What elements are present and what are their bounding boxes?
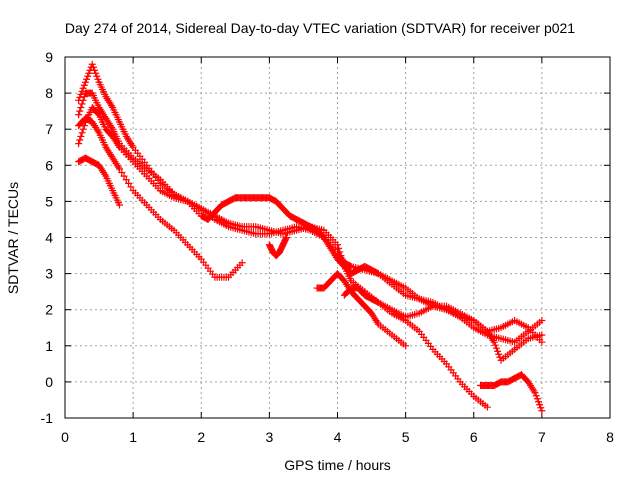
- data-point: [80, 81, 88, 89]
- data-point: [538, 338, 546, 346]
- y-tick-label: 8: [45, 85, 53, 101]
- x-tick-label: 4: [334, 429, 342, 445]
- data-point: [118, 169, 126, 177]
- data-point: [339, 259, 347, 267]
- data-point: [79, 84, 87, 92]
- data-point: [81, 78, 89, 86]
- y-tick-label: 5: [45, 193, 53, 209]
- series-track-e: [75, 154, 123, 209]
- data-point: [496, 353, 504, 361]
- plot-frame: [64, 56, 611, 419]
- y-tick-label: 1: [45, 338, 53, 354]
- x-tick-label: 8: [606, 429, 614, 445]
- data-point: [483, 403, 491, 411]
- data-point: [335, 244, 343, 252]
- data-point: [92, 69, 100, 77]
- series-track-b: [75, 89, 546, 346]
- data-point: [238, 259, 246, 267]
- data-point: [80, 93, 88, 101]
- data-point: [537, 404, 545, 412]
- data-point: [77, 104, 85, 112]
- data-point: [495, 350, 503, 358]
- x-tick-label: 6: [470, 429, 478, 445]
- chart-title: Day 274 of 2014, Sidereal Day-to-day VTE…: [64, 20, 576, 36]
- series-track-i: [265, 234, 290, 260]
- data-point: [492, 344, 500, 352]
- data-point: [538, 407, 546, 415]
- data-point: [79, 125, 87, 133]
- y-tick-label: 2: [45, 302, 53, 318]
- data-point: [76, 107, 84, 115]
- data-point: [532, 392, 540, 400]
- data-point: [533, 395, 541, 403]
- plot-data: [75, 60, 546, 415]
- x-tick-label: 5: [402, 429, 410, 445]
- data-point: [75, 140, 83, 148]
- data-point: [94, 75, 102, 83]
- y-tick-label: 6: [45, 157, 53, 173]
- data-point: [337, 252, 345, 260]
- data-point: [116, 201, 123, 209]
- data-point: [91, 66, 99, 74]
- data-point: [122, 176, 130, 184]
- x-tick-label: 0: [61, 429, 69, 445]
- data-point: [76, 136, 84, 144]
- data-point: [78, 100, 86, 108]
- data-point: [75, 111, 83, 119]
- data-point: [282, 234, 290, 241]
- data-point: [85, 69, 93, 77]
- data-point: [536, 401, 544, 409]
- data-point: [531, 389, 539, 397]
- data-point: [93, 72, 101, 80]
- series-track-a: [75, 60, 546, 346]
- series-track-g: [340, 284, 491, 411]
- data-point: [334, 241, 341, 249]
- x-tick-label: 3: [265, 429, 273, 445]
- data-point: [79, 96, 87, 104]
- x-tick-label: 1: [129, 429, 137, 445]
- x-axis-label: GPS time / hours: [284, 457, 391, 473]
- data-point: [402, 342, 410, 350]
- data-point: [76, 93, 84, 101]
- data-point: [336, 248, 344, 256]
- series-track-d: [75, 114, 246, 281]
- data-point: [338, 255, 346, 263]
- y-tick-label: 0: [45, 374, 53, 390]
- data-point: [127, 183, 135, 191]
- data-point: [346, 262, 354, 270]
- data-point: [83, 75, 91, 83]
- y-tick-label: 7: [45, 121, 53, 137]
- y-tick-label: 9: [45, 49, 53, 65]
- data-point: [88, 60, 96, 68]
- data-point: [84, 72, 92, 80]
- data-point: [120, 172, 128, 180]
- series-track-h: [477, 371, 546, 415]
- data-point: [89, 63, 97, 71]
- data-point: [78, 129, 86, 137]
- data-point: [538, 317, 546, 325]
- grid: [65, 57, 610, 418]
- data-point: [125, 179, 133, 187]
- data-point: [116, 165, 123, 173]
- x-tick-label: 2: [197, 429, 205, 445]
- tick-labels: 0 1 2 3 4 5 6 7 8 -1 0 1 2 3 4 5 6 7 8 9: [41, 49, 615, 445]
- series-track-c: [75, 104, 546, 364]
- data-point: [491, 341, 499, 349]
- data-point: [490, 338, 498, 346]
- y-tick-label: -1: [41, 410, 54, 426]
- data-point: [538, 331, 546, 339]
- data-point: [534, 398, 542, 406]
- series-track-f: [313, 270, 410, 350]
- data-point: [494, 347, 502, 355]
- data-point: [77, 132, 85, 140]
- y-tick-label: 4: [45, 230, 53, 246]
- y-tick-label: 3: [45, 266, 53, 282]
- x-tick-label: 7: [538, 429, 546, 445]
- data-point: [94, 110, 102, 118]
